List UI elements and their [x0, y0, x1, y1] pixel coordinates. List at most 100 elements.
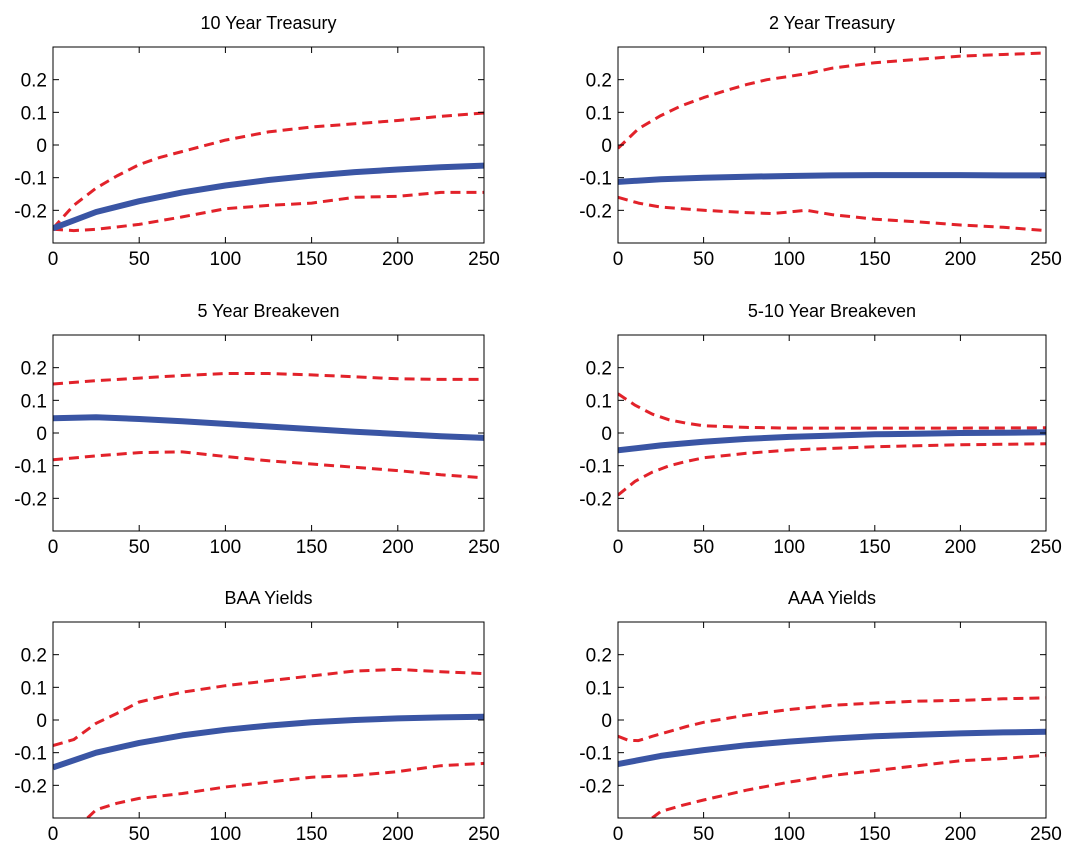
x-tick-label: 50: [129, 249, 150, 270]
x-tick-label: 200: [945, 249, 977, 270]
x-tick-label: 50: [129, 824, 150, 845]
y-tick-label: -0.1: [14, 169, 47, 190]
y-tick-label: -0.2: [14, 201, 47, 222]
lower-band-line: [53, 450, 484, 480]
x-tick-label: 100: [773, 249, 805, 270]
upper-band-line: [53, 372, 484, 386]
y-tick-label: 0.2: [21, 71, 47, 92]
chart-panel-3: 5 Year Breakeven 0 50 100 150 200 250 -0.2 -0.1 0…: [14, 301, 500, 558]
x-tick-label: 50: [693, 824, 714, 845]
x-tick-label: 250: [468, 537, 500, 558]
lower-band-line: [53, 190, 484, 233]
series-group: [618, 696, 1046, 818]
y-tick-label: 0: [601, 424, 612, 445]
panel-title: AAA Yields: [788, 588, 876, 608]
y-tick-label: -0.2: [14, 489, 47, 510]
x-tick-label: 250: [468, 249, 500, 270]
y-tick-label: 0.2: [586, 359, 612, 380]
lower-band-line: [86, 761, 484, 818]
y-tick-label: -0.1: [579, 457, 612, 478]
upper-band-line: [618, 696, 1046, 743]
x-tick-label: 150: [296, 824, 328, 845]
x-tick-label: 150: [859, 249, 891, 270]
x-tick-label: 250: [1030, 824, 1062, 845]
x-tick-label: 200: [945, 824, 977, 845]
point-estimate-line: [53, 414, 484, 441]
point-estimate-line: [53, 162, 484, 232]
panel-title: BAA Yields: [224, 588, 312, 608]
chart-panel-4: 5-10 Year Breakeven 0 50 100 150 200 250 -0.2 -0…: [579, 301, 1062, 558]
y-tick-label: -0.2: [579, 776, 612, 797]
x-tick-label: 100: [210, 824, 242, 845]
y-tick-label: -0.1: [579, 169, 612, 190]
panel-title: 2 Year Treasury: [769, 13, 895, 33]
x-tick-label: 100: [773, 824, 805, 845]
upper-band-line: [53, 667, 484, 747]
y-tick-label: 0: [36, 711, 47, 732]
y-tick-label: -0.1: [579, 744, 612, 765]
lower-band-line: [618, 442, 1046, 497]
y-tick-label: 0: [36, 424, 47, 445]
y-tick-label: 0.2: [21, 359, 47, 380]
x-tick-label: 200: [382, 537, 414, 558]
y-tick-label: 0.1: [21, 103, 47, 124]
y-tick-label: 0.1: [21, 391, 47, 412]
point-estimate-line: [618, 429, 1046, 454]
chart-panel-5: BAA Yields 0 50 100 150 200 250 -0.2 -0.1 0 0.1 0.2: [14, 588, 500, 845]
x-tick-label: 200: [382, 249, 414, 270]
lower-band-line: [651, 753, 1046, 818]
x-tick-label: 0: [613, 537, 624, 558]
point-estimate-line: [618, 728, 1046, 768]
panel-title: 5-10 Year Breakeven: [748, 301, 916, 321]
series-group: [618, 51, 1046, 233]
y-tick-label: -0.2: [579, 201, 612, 222]
panel-title: 10 Year Treasury: [200, 13, 336, 33]
y-tick-label: 0.2: [586, 646, 612, 667]
y-tick-label: 0.1: [21, 678, 47, 699]
x-tick-label: 100: [210, 249, 242, 270]
x-tick-label: 250: [468, 824, 500, 845]
y-tick-label: 0.1: [586, 103, 612, 124]
x-tick-label: 200: [945, 537, 977, 558]
y-tick-label: 0: [601, 711, 612, 732]
lower-band-line: [618, 195, 1046, 233]
x-tick-label: 250: [1030, 249, 1062, 270]
y-tick-label: -0.1: [14, 457, 47, 478]
y-tick-label: 0: [36, 136, 47, 157]
x-tick-label: 200: [382, 824, 414, 845]
x-tick-label: 50: [129, 537, 150, 558]
y-tick-label: 0.1: [586, 391, 612, 412]
axes-frame: [52, 46, 485, 244]
x-tick-label: 150: [859, 537, 891, 558]
x-tick-label: 50: [693, 537, 714, 558]
y-tick-label: 0.2: [21, 646, 47, 667]
panel-title: 5 Year Breakeven: [197, 301, 339, 321]
x-tick-label: 100: [773, 537, 805, 558]
x-tick-label: 150: [296, 249, 328, 270]
upper-band-line: [618, 392, 1046, 430]
x-tick-label: 0: [48, 824, 59, 845]
upper-band-line: [618, 51, 1046, 150]
x-tick-label: 100: [210, 537, 242, 558]
y-tick-label: 0.1: [586, 678, 612, 699]
x-tick-label: 0: [613, 249, 624, 270]
series-group: [53, 372, 484, 480]
series-group: [53, 667, 484, 818]
y-tick-label: 0: [601, 136, 612, 157]
x-tick-label: 0: [613, 824, 624, 845]
y-tick-label: -0.2: [579, 489, 612, 510]
y-tick-label: -0.1: [14, 744, 47, 765]
y-tick-label: 0.2: [586, 71, 612, 92]
x-tick-label: 0: [48, 537, 59, 558]
point-estimate-line: [53, 713, 484, 771]
chart-panel-2: 2 Year Treasury 0 50 100 150 200 250 -0.2 -0.1 0 0…: [579, 13, 1062, 270]
x-tick-label: 150: [859, 824, 891, 845]
axes-frame: [617, 621, 1047, 819]
x-tick-label: 250: [1030, 537, 1062, 558]
x-tick-label: 50: [693, 249, 714, 270]
x-tick-label: 0: [48, 249, 59, 270]
series-group: [618, 392, 1046, 497]
series-group: [53, 111, 484, 233]
point-estimate-line: [618, 172, 1046, 185]
